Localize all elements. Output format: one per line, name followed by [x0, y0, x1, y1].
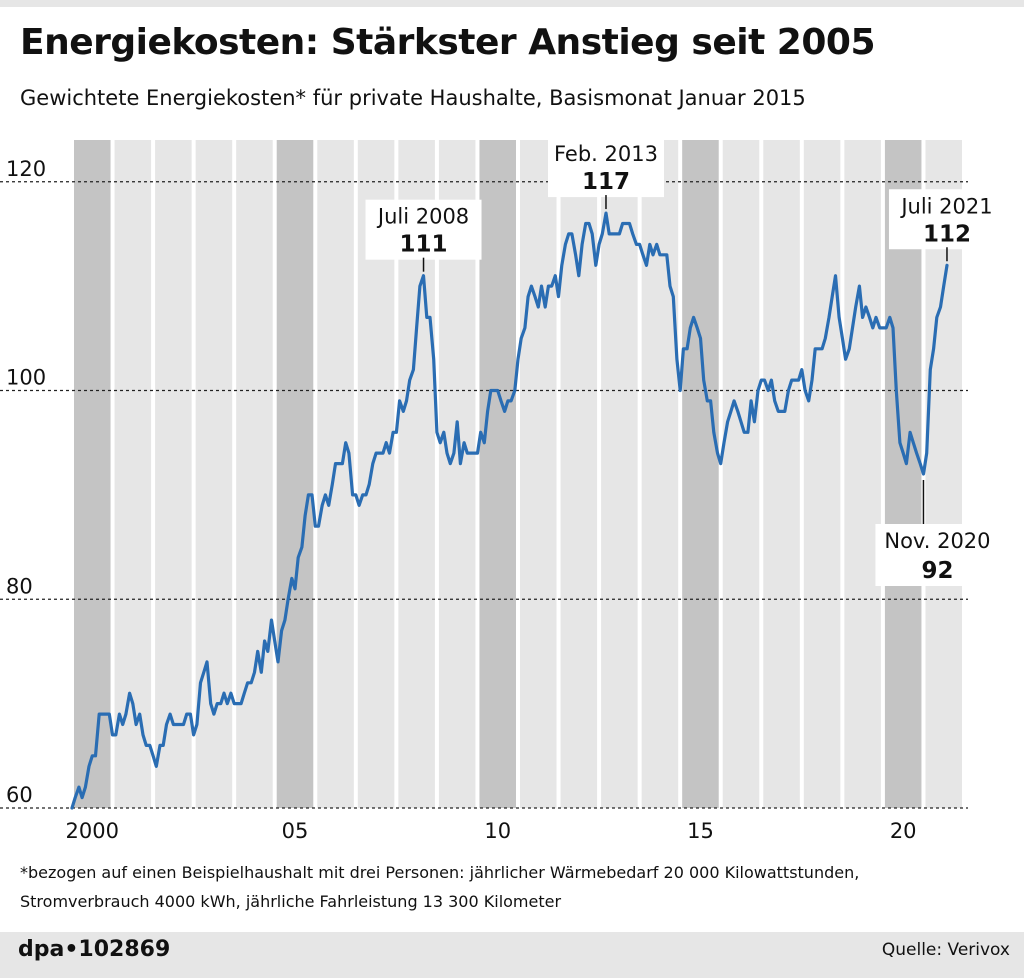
x-tick-label-2000: 2000	[66, 819, 119, 843]
chart-title: Energiekosten: Stärkster Anstieg seit 20…	[20, 22, 876, 63]
year-band-2006	[317, 140, 354, 808]
annotation-label-bg	[547, 137, 664, 198]
annotation-3: Nov. 2020 92	[875, 480, 1000, 586]
year-band-2000	[74, 140, 111, 808]
year-band-2002	[155, 140, 192, 808]
annotation-value: 112	[923, 221, 971, 247]
y-axis: 60 80 100 120	[6, 157, 46, 807]
annotations: Juli 2008 111 Feb. 2013 117 Juli 2021 112 Nov.…	[365, 137, 1005, 586]
year-bands	[74, 140, 962, 808]
year-band-2011	[520, 140, 557, 808]
annotation-label-bg	[365, 199, 482, 260]
annotation-label: Juli 2021	[899, 194, 992, 218]
year-band-2021	[925, 140, 962, 808]
annotation-label-bg	[888, 189, 1005, 250]
footer: dpa•102869 Quelle: Verivox	[0, 932, 1024, 978]
footnote-line-1: *bezogen auf einen Beispielhaushalt mit …	[20, 863, 860, 882]
y-tick-label-120: 120	[6, 157, 46, 181]
year-band-2003	[195, 140, 233, 808]
y-tick-label-60: 60	[6, 783, 33, 807]
year-band-2012	[560, 140, 598, 808]
year-band-2017	[763, 140, 800, 808]
x-tick-label-20: 20	[890, 819, 917, 843]
year-band-2020	[884, 140, 922, 808]
x-tick-label-05: 05	[282, 819, 309, 843]
footnote-line-2: Stromverbrauch 4000 kWh, jährliche Fahrl…	[20, 892, 562, 911]
y-tick-label-80: 80	[6, 574, 33, 598]
y-tick-label-100: 100	[6, 366, 46, 390]
year-band-2005	[276, 140, 314, 808]
annotation-label: Feb. 2013	[554, 142, 658, 166]
series-line	[70, 211, 949, 810]
year-band-2013	[601, 140, 638, 808]
annotation-0: Juli 2008 111	[365, 199, 482, 272]
line-chart: 60 80 100 120 2000 05 10 15 20 Juli 2008 111 Feb.…	[0, 137, 1005, 843]
annotation-value: 117	[582, 169, 630, 195]
year-band-2001	[114, 140, 152, 808]
year-band-2019	[844, 140, 881, 808]
annotation-2: Juli 2021 112	[888, 189, 1005, 262]
x-axis: 2000 05 10 15 20	[66, 819, 917, 843]
x-tick-label-10: 10	[484, 819, 511, 843]
annotation-label: Nov. 2020	[884, 529, 990, 553]
brand-id: dpa•102869	[18, 937, 171, 962]
x-tick-label-15: 15	[687, 819, 714, 843]
year-band-2016	[722, 140, 760, 808]
year-band-2018	[803, 140, 841, 808]
chart-subtitle: Gewichtete Energiekosten* für private Ha…	[20, 86, 806, 110]
year-band-2004	[236, 140, 273, 808]
annotation-label: Juli 2008	[376, 205, 469, 229]
annotation-value: 92	[921, 558, 953, 584]
source-label: Quelle: Verivox	[881, 940, 1010, 960]
year-band-2014	[641, 140, 679, 808]
year-band-2010	[479, 140, 516, 808]
annotation-value: 111	[400, 232, 448, 258]
annotation-1: Feb. 2013 117	[547, 137, 664, 210]
year-band-2015	[682, 140, 719, 808]
top-bar	[0, 0, 1024, 7]
footnote: *bezogen auf einen Beispielhaushalt mit …	[20, 858, 859, 916]
annotation-label-bg	[875, 524, 1000, 586]
